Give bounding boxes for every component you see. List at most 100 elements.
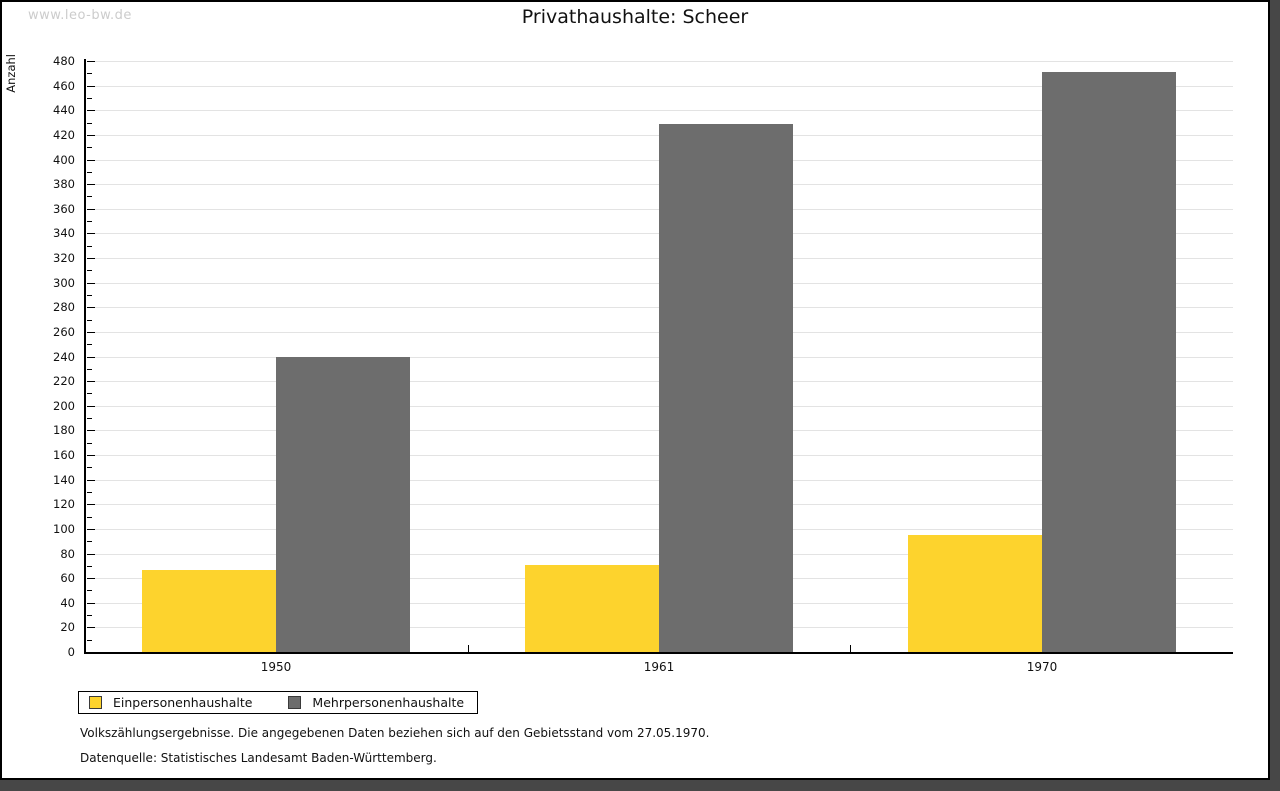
y-tick (87, 455, 95, 456)
y-tick (87, 578, 95, 579)
y-tick-label: 160 (53, 448, 75, 462)
y-tick-label: 80 (60, 547, 75, 561)
y-tick-label: 240 (53, 350, 75, 364)
y-tick (87, 61, 95, 62)
y-tick-label: 260 (53, 325, 75, 339)
y-tick-label: 380 (53, 177, 75, 191)
bar-mehrpersonenhaushalte-1970 (1042, 72, 1176, 652)
y-tick-label: 220 (53, 374, 75, 388)
y-tick (87, 123, 92, 124)
y-tick-label: 400 (53, 153, 75, 167)
x-group-tick (468, 645, 469, 652)
y-tick-label: 0 (67, 645, 75, 659)
y-tick (87, 357, 95, 358)
y-tick (87, 73, 92, 74)
y-tick (87, 172, 92, 173)
y-tick (87, 147, 92, 148)
chart-title: Privathaushalte: Scheer (521, 6, 749, 28)
watermark: www.leo-bw.de (28, 8, 132, 23)
x-tick-label: 1961 (643, 660, 675, 674)
bar-mehrpersonenhaushalte-1961 (659, 124, 793, 652)
y-tick (87, 640, 92, 641)
gridline (87, 61, 1233, 62)
y-tick (87, 381, 95, 382)
y-tick (87, 295, 92, 296)
y-tick-label: 360 (53, 202, 75, 216)
y-tick (87, 160, 95, 161)
y-tick-label: 340 (53, 226, 75, 240)
y-tick (87, 110, 95, 111)
y-tick (87, 529, 95, 530)
legend-label: Mehrpersonenhaushalte (312, 695, 465, 710)
bar-mehrpersonenhaushalte-1950 (276, 357, 410, 653)
y-tick-label: 60 (60, 571, 75, 585)
x-group-tick (850, 645, 851, 652)
legend: Einpersonenhaushalte Mehrpersonenhaushalt… (78, 691, 478, 714)
y-tick (87, 209, 95, 210)
y-tick (87, 86, 95, 87)
y-axis-line (84, 59, 86, 654)
y-tick (87, 233, 95, 234)
y-tick (87, 554, 95, 555)
footnote-data-source: Datenquelle: Statistisches Landesamt Bad… (80, 751, 437, 765)
y-tick (87, 246, 92, 247)
y-tick (87, 590, 92, 591)
chart-plot: 0 20 40 60 80 100 120 140 160 180 200 220 240 260 280 3… (2, 2, 1268, 778)
y-tick-label: 460 (53, 79, 75, 93)
y-tick (87, 369, 92, 370)
y-tick (87, 258, 95, 259)
y-tick-label: 280 (53, 300, 75, 314)
y-tick-label: 120 (53, 497, 75, 511)
y-tick (87, 492, 92, 493)
y-tick-label: 300 (53, 276, 75, 290)
legend-item: Mehrpersonenhaushalte (288, 695, 464, 710)
y-tick (87, 603, 95, 604)
y-tick (87, 615, 92, 616)
y-tick (87, 627, 95, 628)
y-tick (87, 270, 92, 271)
y-tick (87, 332, 95, 333)
y-tick (87, 443, 92, 444)
y-tick (87, 135, 95, 136)
y-tick-label: 440 (53, 103, 75, 117)
y-tick-label: 20 (60, 620, 75, 634)
legend-label: Einpersonenhaushalte (113, 695, 253, 710)
bar-einpersonenhaushalte-1950 (142, 570, 276, 652)
y-tick (87, 184, 95, 185)
y-tick-label: 40 (60, 596, 75, 610)
y-tick (87, 504, 95, 505)
y-tick (87, 517, 92, 518)
bar-einpersonenhaushalte-1970 (908, 535, 1042, 652)
y-tick (87, 541, 92, 542)
y-tick (87, 221, 92, 222)
legend-swatch-icon (89, 696, 102, 709)
y-tick (87, 320, 92, 321)
gridline (87, 86, 1233, 87)
y-tick-label: 140 (53, 473, 75, 487)
bar-einpersonenhaushalte-1961 (525, 565, 659, 652)
chart-page: www.leo-bw.de Privathaushalte: Scheer An… (0, 0, 1270, 780)
x-axis-line (84, 652, 1233, 654)
y-tick-label: 100 (53, 522, 75, 536)
y-tick (87, 393, 92, 394)
x-tick-label: 1950 (260, 660, 292, 674)
footnote-source-note: Volkszählungsergebnisse. Die angegebenen… (80, 726, 710, 740)
y-tick (87, 406, 95, 407)
y-tick (87, 418, 92, 419)
y-tick-label: 480 (53, 54, 75, 68)
legend-swatch-icon (288, 696, 302, 709)
y-tick-label: 200 (53, 399, 75, 413)
y-tick (87, 307, 95, 308)
y-tick (87, 430, 95, 431)
legend-item: Einpersonenhaushalte (89, 695, 252, 710)
y-tick (87, 344, 92, 345)
y-tick (87, 467, 92, 468)
y-tick (87, 196, 92, 197)
y-tick-label: 180 (53, 423, 75, 437)
x-tick-label: 1970 (1026, 660, 1058, 674)
y-tick-label: 320 (53, 251, 75, 265)
y-tick (87, 480, 95, 481)
y-tick-label: 420 (53, 128, 75, 142)
gridline (87, 110, 1233, 111)
y-tick (87, 566, 92, 567)
